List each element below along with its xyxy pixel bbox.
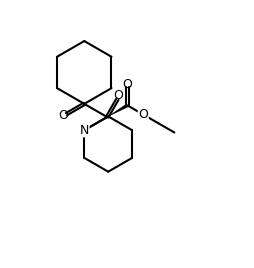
Text: O: O (122, 77, 132, 91)
Text: O: O (58, 109, 68, 122)
Text: O: O (138, 108, 148, 121)
Text: O: O (113, 90, 123, 102)
Text: N: N (80, 124, 89, 137)
Polygon shape (108, 104, 128, 116)
